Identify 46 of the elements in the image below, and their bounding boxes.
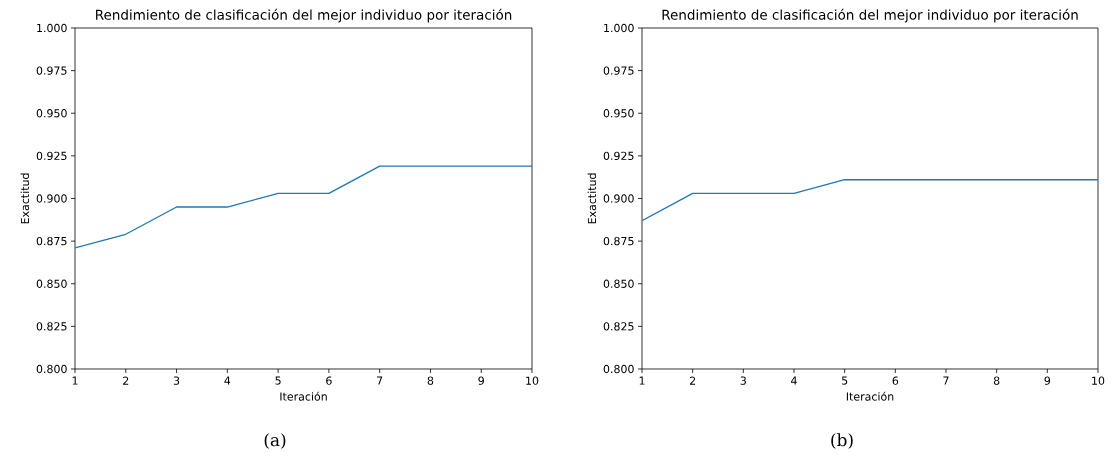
y-tick-label: 0.950 [36,109,67,118]
chart-title: Rendimiento de clasificación del mejor individuo por iteración [662,8,1078,23]
x-tick-label: 8 [427,376,434,385]
y-tick-label: 0.975 [603,66,634,75]
y-axis-title: Exactitud [20,173,30,224]
x-tick-label: 8 [993,376,1000,385]
y-axis-title: Exactitud [587,173,597,224]
x-tick-label: 3 [740,376,746,385]
x-tick-label: 3 [173,376,180,385]
y-tick-label: 0.900 [603,194,634,203]
x-tick-label: 7 [377,376,383,385]
x-tick-label: 1 [72,376,78,385]
x-tick-label: 9 [1044,376,1051,385]
text: (a) [264,433,286,449]
y-tick-label: 0.825 [36,322,67,331]
y-tick-label: 0.975 [36,66,67,75]
y-tick-label: 0.800 [603,364,634,374]
y-tick-label: 0.900 [36,194,67,203]
y-tick-label: 0.875 [36,236,67,246]
x-tick-label: 4 [791,376,797,385]
text: (b) [831,433,853,449]
chart-title: Rendimiento de clasificación del mejor individuo por iteración [96,8,512,23]
y-tick-label: 1.000 [604,23,634,33]
x-tick-label: 5 [842,376,848,385]
x-tick-label: 6 [892,376,899,385]
x-tick-label: 10 [1092,376,1105,385]
y-tick-label: 0.950 [603,109,634,118]
y-tick-label: 0.925 [603,151,634,161]
x-tick-label: 10 [526,376,539,385]
x-tick-label: 4 [224,376,231,385]
y-tick-label: 0.850 [603,279,634,288]
y-tick-label: 0.850 [36,279,67,288]
x-tick-label: 1 [639,376,645,385]
x-tick-label: 9 [478,376,484,385]
x-tick-label: 2 [689,376,696,385]
x-tick-label: 5 [275,376,281,385]
y-tick-label: 0.800 [36,364,67,374]
x-tick-label: 6 [326,376,332,385]
x-axis-title: Iteración [280,391,327,401]
y-tick-label: 0.825 [603,322,634,331]
y-tick-label: 0.875 [603,236,634,246]
x-tick-label: 7 [943,376,949,385]
y-tick-label: 1.000 [37,23,67,33]
x-tick-label: 2 [123,376,129,385]
x-axis-title: Iteración [846,391,894,401]
y-tick-label: 0.925 [36,151,67,161]
